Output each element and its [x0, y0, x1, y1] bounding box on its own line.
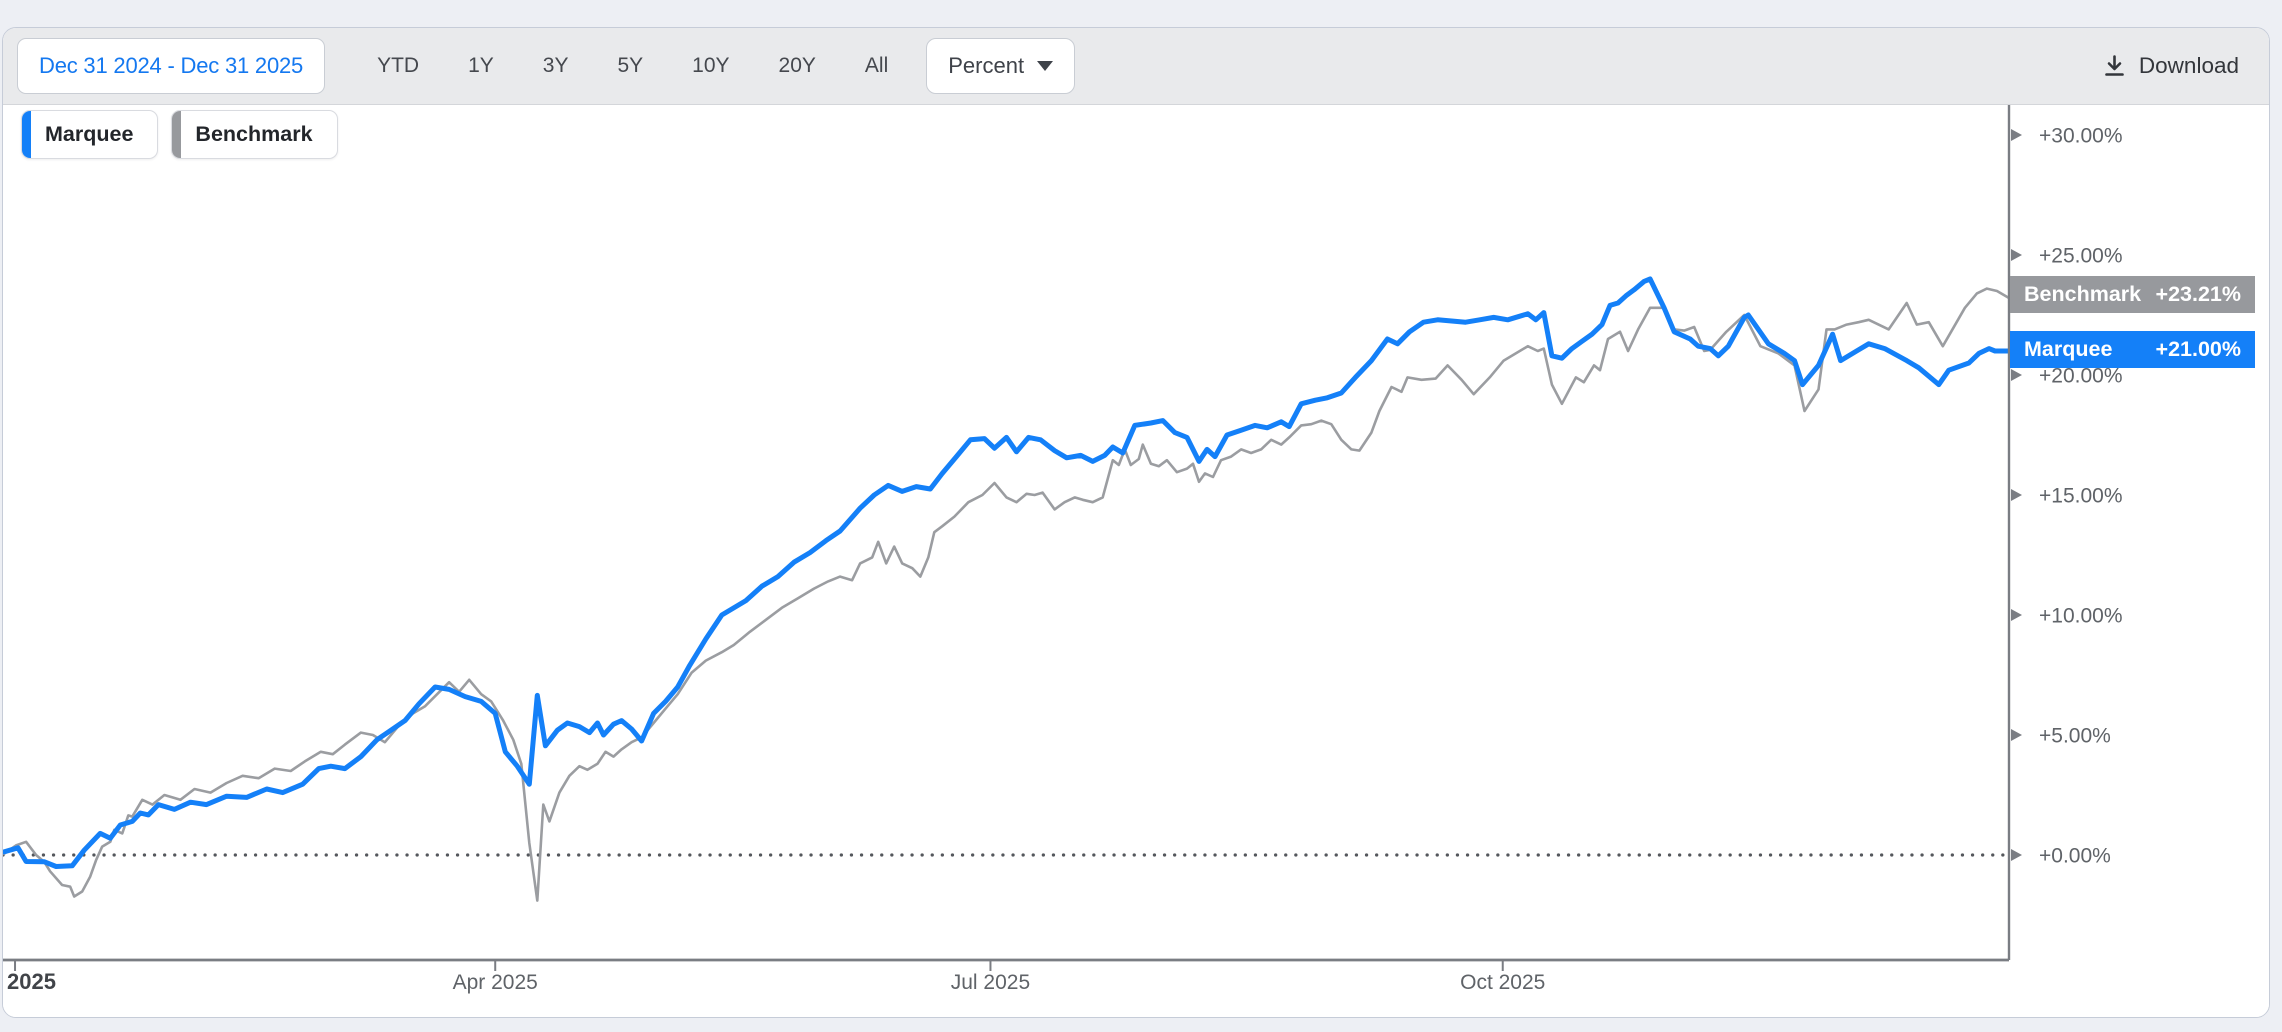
- benchmark-value-tag: Benchmark +23.21%: [2010, 276, 2255, 313]
- download-button[interactable]: Download: [2101, 53, 2239, 80]
- performance-chart-card: Dec 31 2024 - Dec 31 2025 YTD 1Y 3Y 5Y 1…: [2, 27, 2270, 1018]
- y-axis-label: +30.00%: [2039, 125, 2123, 148]
- benchmark-tag-value: +23.21%: [2155, 282, 2241, 306]
- x-axis-label: Jul 2025: [951, 971, 1030, 994]
- x-axis-label: Apr 2025: [453, 971, 538, 994]
- y-tick-arrow-icon: [2011, 369, 2022, 381]
- marquee-tag-label: Marquee: [2024, 337, 2113, 361]
- marquee-color-swatch: [22, 111, 31, 158]
- marquee-line-series: [3, 276, 2012, 869]
- y-tick-arrow-icon: [2011, 849, 2022, 861]
- y-tick-arrow-icon: [2011, 609, 2022, 621]
- period-ytd[interactable]: YTD: [377, 54, 420, 77]
- performance-line-chart: +30.00% +25.00% +20.00% +15.00% +10.00% +5.00…: [3, 105, 2123, 994]
- y-tick-arrow-icon: [2011, 489, 2022, 501]
- benchmark-tag-label: Benchmark: [2024, 282, 2142, 306]
- chart-legend: Marquee Benchmark: [21, 110, 338, 159]
- y-axis-label: +5.00%: [2039, 725, 2111, 748]
- x-axis-label: Oct 2025: [1460, 971, 1545, 994]
- unit-dropdown-label: Percent: [948, 53, 1025, 78]
- y-axis-label: +15.00%: [2039, 485, 2123, 508]
- marquee-tag-value: +21.00%: [2155, 337, 2241, 361]
- period-selector: YTD 1Y 3Y 5Y 10Y 20Y All: [377, 54, 888, 78]
- download-label: Download: [2138, 53, 2239, 78]
- y-tick-arrow-icon: [2011, 129, 2022, 141]
- chart-plot-area[interactable]: +30.00% +25.00% +20.00% +15.00% +10.00% +5.00…: [3, 105, 2269, 1017]
- y-tick-arrow-icon: [2011, 729, 2022, 741]
- y-axis-label: +20.00%: [2039, 365, 2123, 388]
- y-axis-label: +0.00%: [2039, 845, 2111, 868]
- legend-chip-benchmark[interactable]: Benchmark: [171, 110, 338, 159]
- unit-dropdown[interactable]: Percent: [926, 38, 1076, 94]
- legend-label-marquee: Marquee: [45, 122, 134, 146]
- download-icon: [2105, 54, 2124, 76]
- period-3y[interactable]: 3Y: [542, 54, 569, 77]
- benchmark-line-series: [3, 287, 2011, 902]
- marquee-value-tag: Marquee +21.00%: [2010, 331, 2255, 368]
- period-1y[interactable]: 1Y: [468, 54, 494, 77]
- period-10y[interactable]: 10Y: [692, 54, 730, 77]
- chevron-down-icon: [1037, 61, 1054, 71]
- period-5y[interactable]: 5Y: [617, 54, 644, 77]
- y-axis-label: +25.00%: [2039, 245, 2123, 268]
- y-tick-arrow-icon: [2011, 249, 2022, 261]
- legend-label-benchmark: Benchmark: [195, 122, 313, 146]
- chart-toolbar: Dec 31 2024 - Dec 31 2025 YTD 1Y 3Y 5Y 1…: [3, 28, 2269, 105]
- y-axis-label: +10.00%: [2039, 605, 2123, 628]
- legend-chip-marquee[interactable]: Marquee: [21, 110, 159, 159]
- period-all[interactable]: All: [864, 54, 889, 77]
- date-range-button[interactable]: Dec 31 2024 - Dec 31 2025: [17, 38, 326, 94]
- period-20y[interactable]: 20Y: [778, 54, 816, 77]
- benchmark-color-swatch: [172, 111, 182, 158]
- x-axis-label: 2025: [7, 969, 56, 994]
